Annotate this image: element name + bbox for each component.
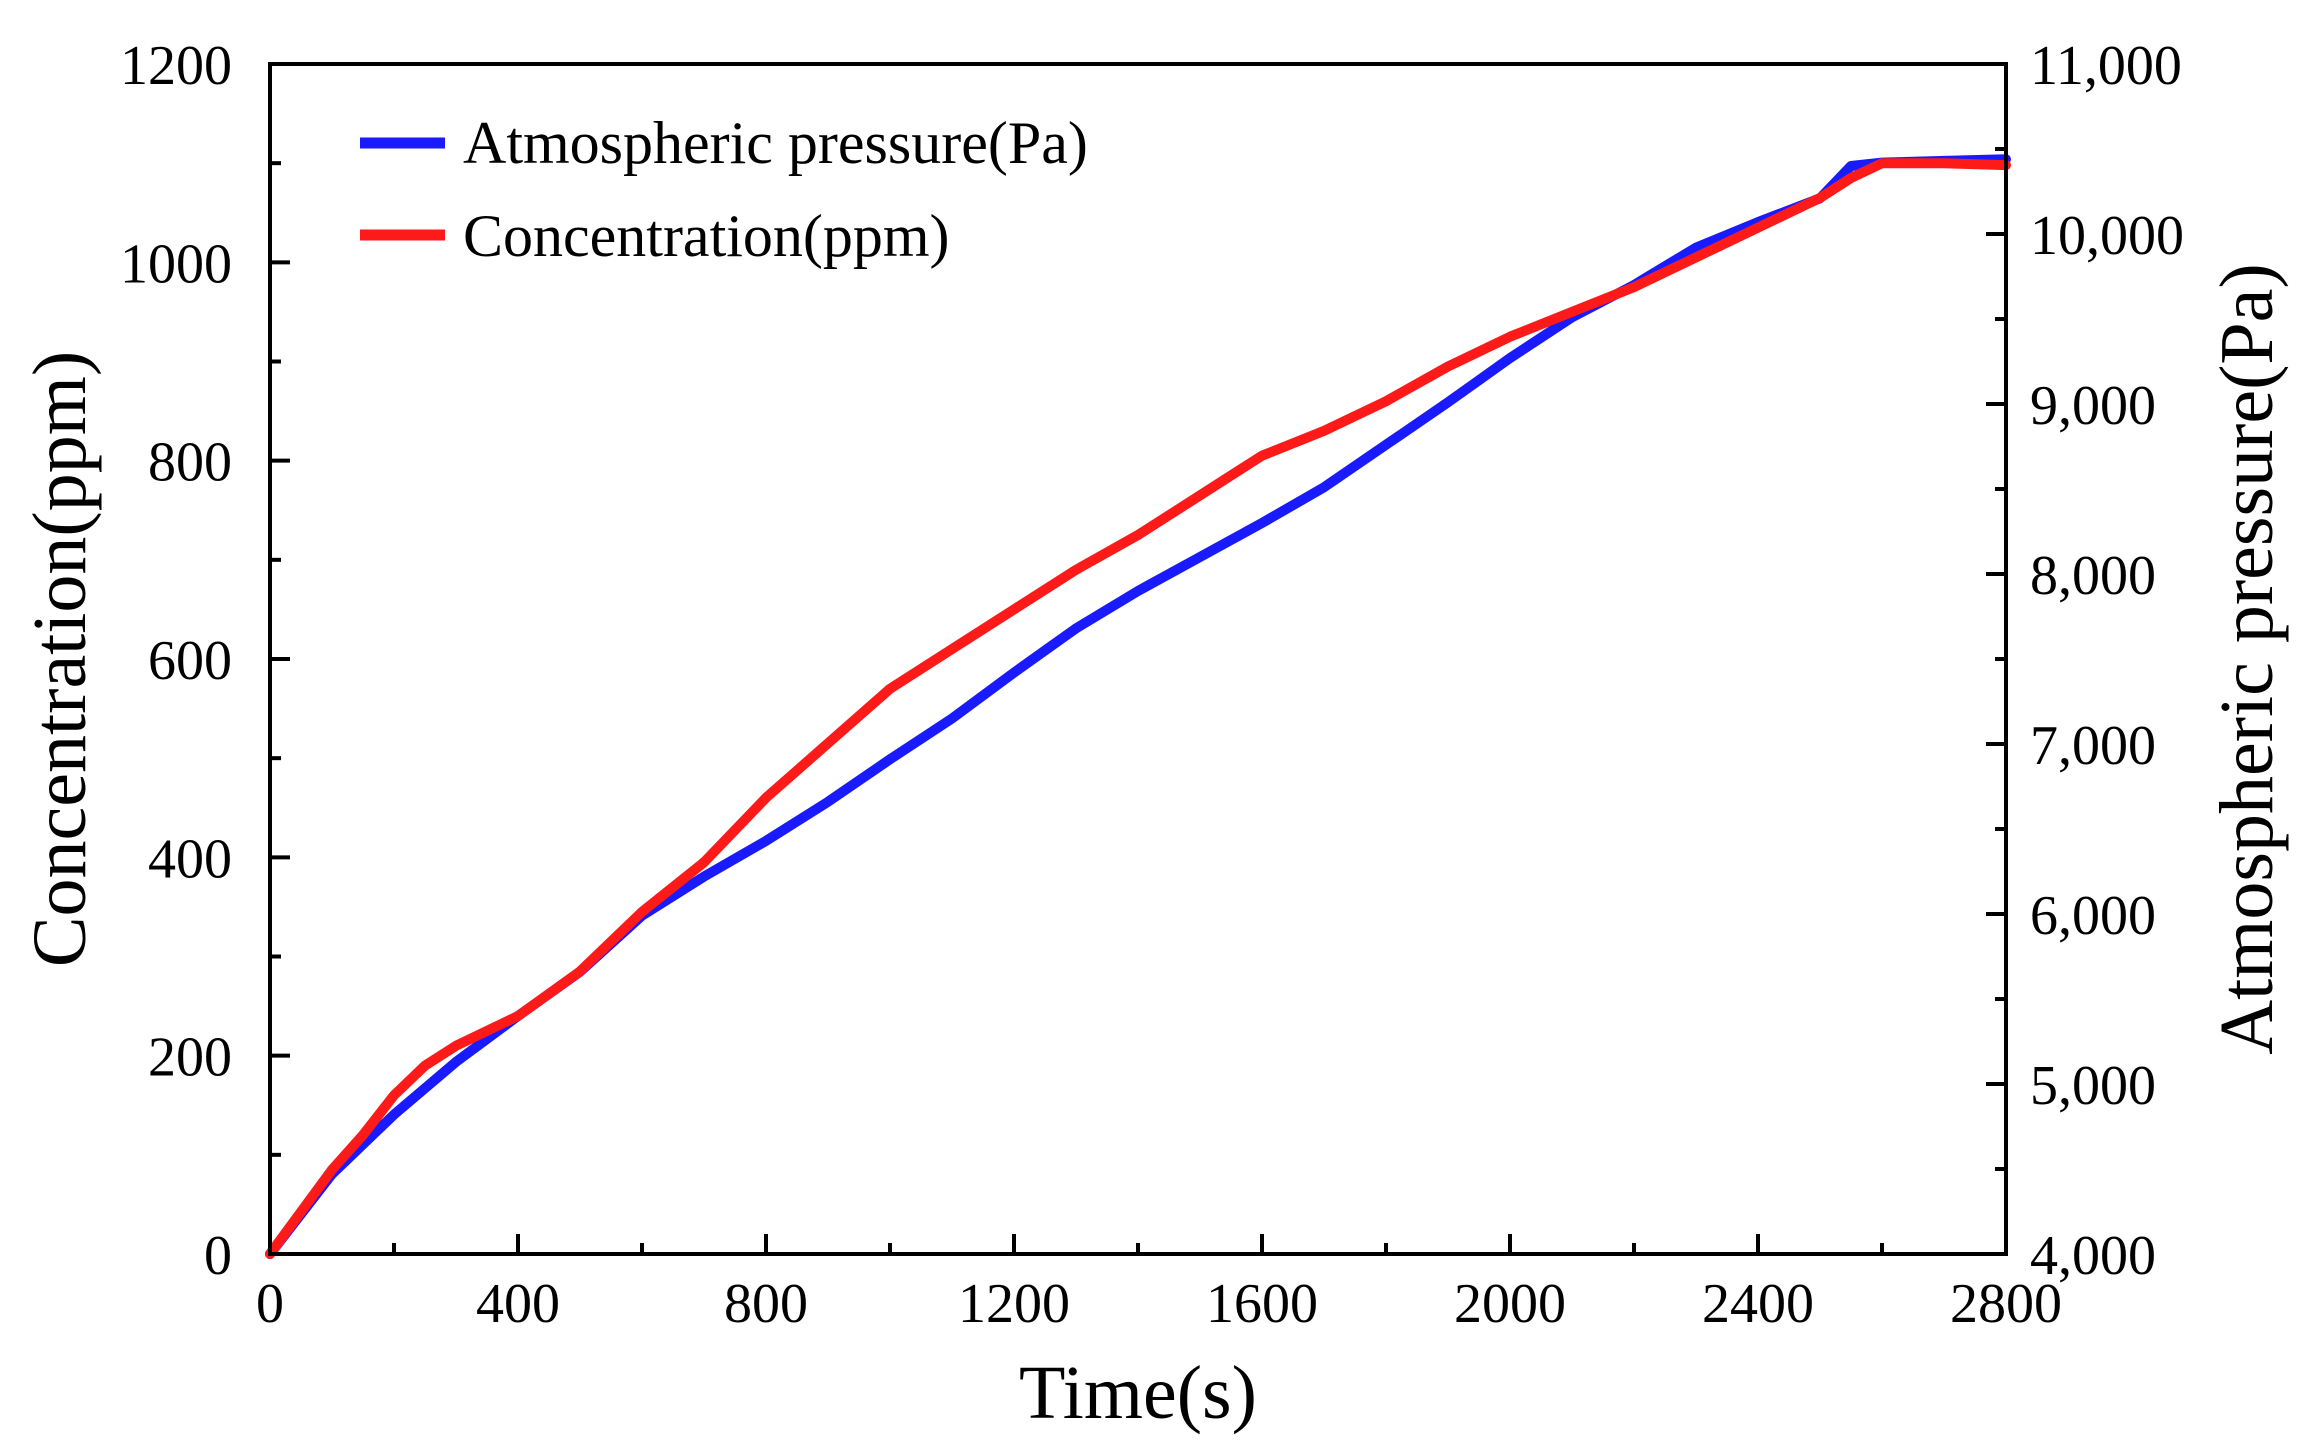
legend-label-atmospheric-pressure: Atmospheric pressure(Pa) (463, 110, 1088, 176)
x-tick-label: 400 (476, 1273, 560, 1335)
y-right-tick-label: 4,000 (2030, 1225, 2156, 1287)
y-left-tick-label: 600 (148, 630, 232, 692)
x-tick-label: 800 (724, 1273, 808, 1335)
series-line-concentration (265, 158, 2011, 1259)
y-right-axis-title: Atmospheric pressure(Pa) (2205, 263, 2289, 1054)
x-tick-label: 1600 (1206, 1273, 1318, 1335)
y-left-tick-label: 400 (148, 828, 232, 890)
y-right-tick-label: 10,000 (2030, 205, 2184, 267)
y-left-tick-label: 1000 (120, 233, 232, 295)
y-right-tick-label: 7,000 (2030, 715, 2156, 777)
x-tick-label: 1200 (958, 1273, 1070, 1335)
x-tick-label: 2400 (1702, 1273, 1814, 1335)
legend-label-concentration: Concentration(ppm) (463, 203, 950, 269)
axis-tick-labels: 0 400 800 1200 1600 2000 2400 2800 0 200 400 600 800… (120, 35, 2184, 1335)
y-left-tick-label: 1200 (120, 35, 232, 97)
x-tick-label: 0 (256, 1273, 284, 1335)
x-tick-label: 2000 (1454, 1273, 1566, 1335)
y-right-tick-label: 5,000 (2030, 1055, 2156, 1117)
y-left-tick-label: 0 (204, 1225, 232, 1287)
legend: Atmospheric pressure(Pa) Concentration(p… (360, 110, 1088, 269)
y-left-tick-label: 800 (148, 432, 232, 494)
y-right-tick-label: 11,000 (2030, 35, 2182, 97)
y-right-tick-label: 9,000 (2030, 375, 2156, 437)
series-line-atmospheric-pressure (265, 154, 2011, 1259)
y-right-tick-label: 8,000 (2030, 545, 2156, 607)
x-tick-label: 2800 (1950, 1273, 2062, 1335)
x-axis-title: Time(s) (1019, 1351, 1257, 1435)
y-right-tick-label: 6,000 (2030, 885, 2156, 947)
series-layer (265, 154, 2011, 1259)
y-left-axis-title: Concentration(ppm) (18, 351, 102, 967)
axis-ticks (268, 62, 2008, 1256)
y-left-tick-label: 200 (148, 1027, 232, 1089)
